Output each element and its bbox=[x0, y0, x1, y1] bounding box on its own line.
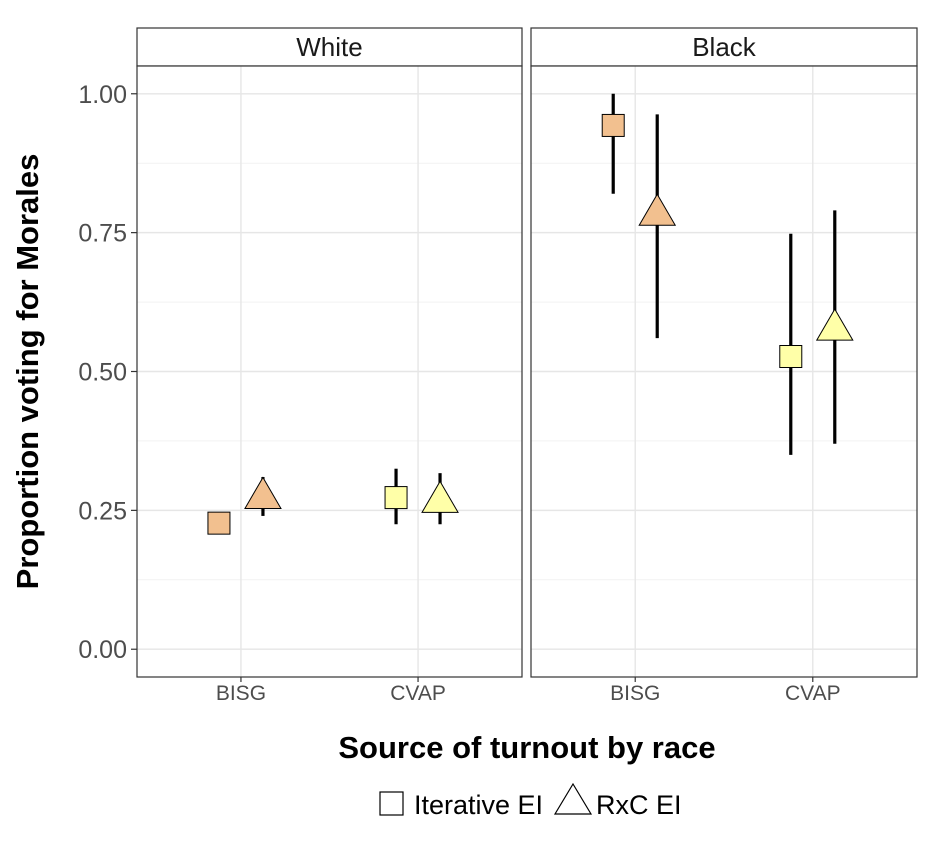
panel-white: White BISG CVAP bbox=[136, 27, 523, 705]
y-tick-label: 0.75 bbox=[78, 220, 127, 248]
y-axis-title: Proportion voting for Morales bbox=[10, 154, 45, 590]
y-tick-label: 0.00 bbox=[78, 636, 127, 664]
y-tick-label: 0.25 bbox=[78, 497, 127, 525]
point-square-bisg bbox=[601, 113, 625, 137]
point-triangle-cvap bbox=[421, 480, 459, 513]
legend-label-rxc-ei: RxC EI bbox=[596, 790, 682, 820]
point-square-cvap bbox=[384, 486, 408, 510]
x-tick-label-bisg: BISG bbox=[216, 682, 266, 705]
point-square-cvap bbox=[779, 345, 803, 369]
x-tick-label-cvap: CVAP bbox=[785, 682, 841, 705]
x-tick-label-bisg: BISG bbox=[610, 682, 660, 705]
facet-strip bbox=[530, 27, 918, 67]
x-axis-title: Source of turnout by race bbox=[338, 730, 715, 765]
legend: Iterative EI RxC EI bbox=[379, 782, 682, 820]
point-triangle-cvap bbox=[815, 308, 854, 341]
legend-square-icon bbox=[379, 791, 404, 816]
point-triangle-bisg bbox=[244, 476, 282, 509]
facet-title: Black bbox=[692, 32, 757, 62]
panel-black: Black BISG CVAP bbox=[530, 27, 918, 705]
point-square-bisg bbox=[207, 511, 231, 535]
y-tick-label: 0.50 bbox=[78, 359, 127, 387]
facet-strip bbox=[136, 27, 523, 67]
point-triangle-bisg bbox=[638, 193, 677, 226]
y-tick-label: 1.00 bbox=[78, 81, 127, 109]
panel-border bbox=[530, 65, 918, 678]
x-tick-label-cvap: CVAP bbox=[390, 682, 446, 705]
legend-triangle-icon bbox=[553, 782, 593, 815]
legend-label-iterative-ei: Iterative EI bbox=[414, 790, 543, 820]
facet-title: White bbox=[296, 32, 362, 62]
